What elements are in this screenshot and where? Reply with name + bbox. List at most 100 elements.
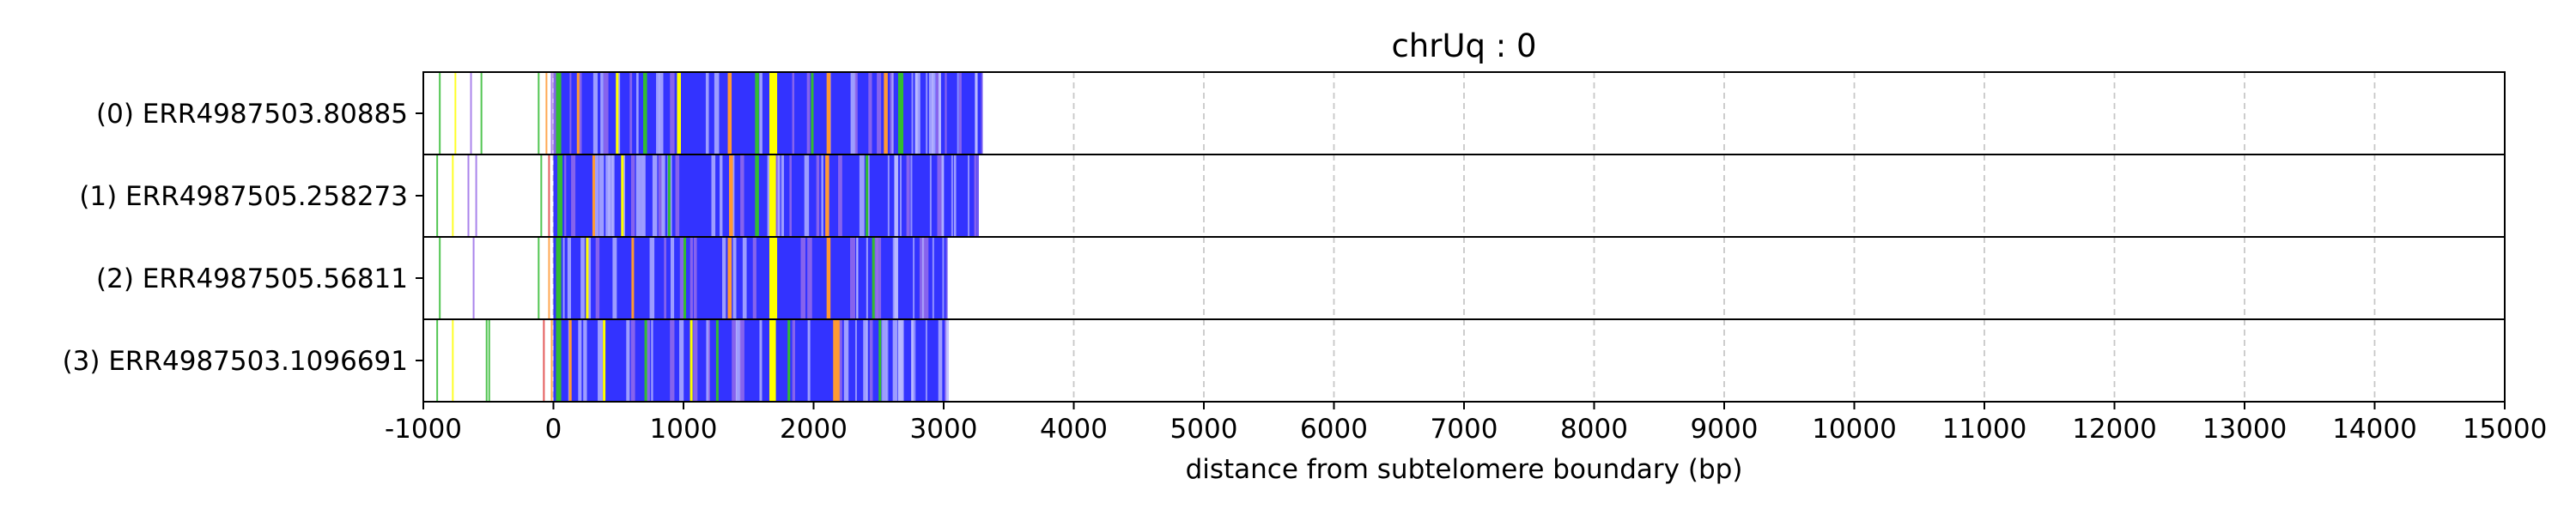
repeat-stripe: [869, 320, 873, 401]
prefix-mark: [452, 155, 454, 236]
prefix-mark: [475, 155, 477, 236]
x-tick-label: 4000: [1040, 414, 1108, 445]
repeat-stripe: [720, 155, 723, 236]
feature-band: [769, 155, 776, 236]
repeat-stripe: [938, 320, 943, 401]
repeat-stripe: [914, 73, 920, 154]
x-tick-label: 12000: [2072, 414, 2157, 445]
tail-stripe: [900, 155, 902, 236]
repeat-stripe: [679, 238, 684, 318]
repeat-stripe: [759, 73, 762, 154]
repeat-stripe: [598, 320, 603, 401]
read-end-mark: [976, 155, 979, 236]
x-tick-label: 9000: [1691, 414, 1759, 445]
repeat-stripe: [732, 238, 737, 318]
feature-band: [894, 238, 898, 318]
tail-stripe: [887, 155, 890, 236]
repeat-stripe: [600, 73, 604, 154]
repeat-stripe: [781, 155, 785, 236]
tail-stripe: [891, 73, 894, 154]
tail-stripe: [925, 320, 927, 401]
repeat-stripe: [612, 155, 615, 236]
feature-band: [878, 320, 882, 401]
feature-band: [755, 155, 759, 236]
x-axis-ticks: -1000 0 1000 2000 3000 4000 5000 6000 7000 8000 90…: [385, 402, 2547, 445]
prefix-mark: [439, 73, 441, 154]
repeat-stripe: [732, 155, 735, 236]
x-tick-label: 15000: [2463, 414, 2548, 445]
repeat-stripe: [777, 155, 781, 236]
repeat-stripe: [578, 320, 582, 401]
feature-band: [586, 238, 589, 318]
repeat-stripe: [708, 320, 710, 401]
repeat-stripe: [714, 73, 720, 154]
feature-band: [826, 73, 831, 154]
tail-stripe: [951, 155, 953, 236]
repeat-stripe: [735, 320, 741, 401]
repeat-stripe: [892, 320, 898, 401]
feature-band: [576, 73, 580, 154]
repeat-stripe: [711, 155, 716, 236]
repeat-stripe: [872, 238, 878, 318]
repeat-stripe: [664, 238, 666, 318]
feature-band: [592, 155, 595, 236]
repeat-stripe: [635, 155, 641, 236]
feature-band: [825, 155, 829, 236]
repeat-stripe: [807, 320, 811, 401]
repeat-stripe: [569, 73, 572, 154]
feature-band: [769, 320, 776, 401]
tail-stripe: [968, 155, 970, 236]
feature-band: [897, 73, 904, 154]
repeat-stripe: [953, 155, 957, 236]
x-tick-label: 14000: [2332, 414, 2417, 445]
repeat-stripe: [630, 320, 635, 401]
repeat-stripe: [678, 320, 684, 401]
feature-band: [557, 155, 563, 236]
tail-stripe: [886, 320, 889, 401]
repeat-stripe: [693, 320, 698, 401]
feature-band: [787, 320, 791, 401]
tail-stripe: [856, 238, 859, 318]
repeat-stripe: [837, 320, 842, 401]
x-tick-label: 1000: [650, 414, 718, 445]
repeat-stripe: [876, 238, 882, 318]
repeat-stripe: [670, 320, 675, 401]
feature-band: [769, 73, 778, 154]
x-tick-label: 0: [545, 414, 562, 445]
repeat-stripe: [816, 155, 820, 236]
repeat-stripe: [705, 73, 709, 154]
feature-band: [897, 320, 902, 401]
prefix-mark: [540, 155, 543, 236]
repeat-stripe: [854, 73, 858, 154]
feature-band: [690, 320, 693, 401]
x-tick-label: 10000: [1812, 414, 1897, 445]
prefix-mark: [454, 73, 457, 154]
tail-stripe: [957, 73, 959, 154]
prefix-mark: [452, 320, 454, 401]
feature-band: [677, 73, 681, 154]
tail-stripe: [942, 238, 945, 318]
feature-band: [603, 320, 606, 401]
tail-stripe: [921, 238, 924, 318]
repeat-stripe: [652, 155, 658, 236]
repeat-stripe: [945, 73, 947, 154]
x-tick-label: 7000: [1431, 414, 1498, 445]
x-tick-label: 5000: [1170, 414, 1238, 445]
repeat-stripe: [636, 73, 639, 154]
prefix-mark: [548, 238, 550, 318]
repeat-stripe: [937, 155, 942, 236]
repeat-stripe: [592, 73, 598, 154]
read-end-mark: [945, 238, 948, 318]
repeat-stripe: [928, 73, 934, 154]
repeat-stripe: [821, 155, 823, 236]
repeat-stripe: [932, 73, 936, 154]
prefix-mark: [488, 320, 490, 401]
feature-band: [826, 238, 831, 318]
prefix-mark: [467, 155, 470, 236]
repeat-stripe: [789, 155, 792, 236]
repeat-stripe: [838, 155, 842, 236]
repeat-stripe: [919, 238, 925, 318]
repeat-stripe: [564, 155, 567, 236]
read-tracks: [436, 73, 983, 401]
